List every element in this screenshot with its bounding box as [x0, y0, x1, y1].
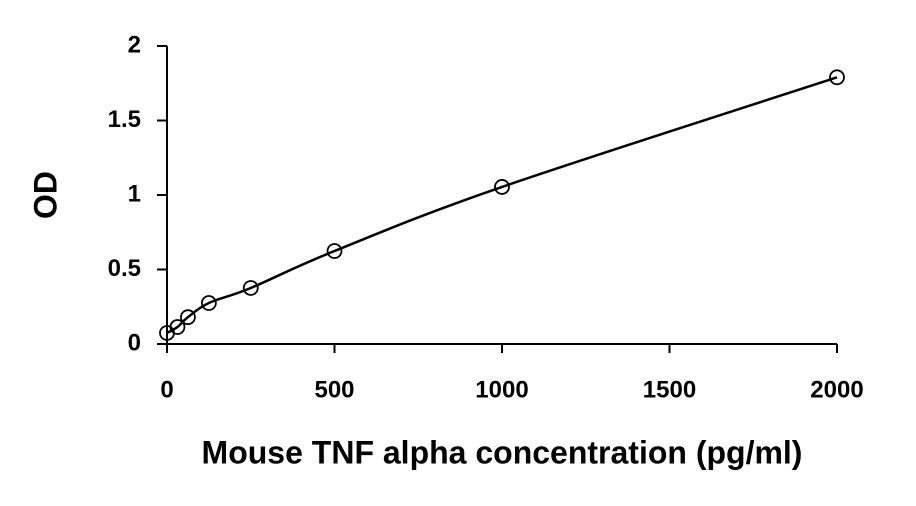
data-point — [829, 69, 845, 86]
x-tick-label: 2000 — [810, 376, 863, 403]
x-tick-label: 1000 — [475, 376, 528, 403]
x-tick-label: 500 — [314, 376, 354, 403]
x-tick-label: 0 — [160, 376, 173, 403]
y-tick-label: 0.5 — [108, 255, 141, 282]
y-tick-label: 0 — [128, 329, 141, 356]
data-point — [242, 280, 259, 296]
y-tick-label: 2 — [128, 31, 141, 58]
data-point — [169, 319, 186, 335]
x-tick-label: 1500 — [643, 376, 696, 403]
data-point — [180, 309, 196, 326]
data-point — [326, 243, 343, 259]
data-point — [200, 295, 217, 311]
y-tick-label: 1.5 — [108, 106, 141, 133]
y-axis-title: OD — [27, 171, 63, 219]
y-tick-label: 1 — [128, 180, 141, 207]
x-axis-title: Mouse TNF alpha concentration (pg/ml) — [202, 434, 803, 470]
trend-line — [166, 76, 838, 335]
data-point — [494, 179, 510, 195]
